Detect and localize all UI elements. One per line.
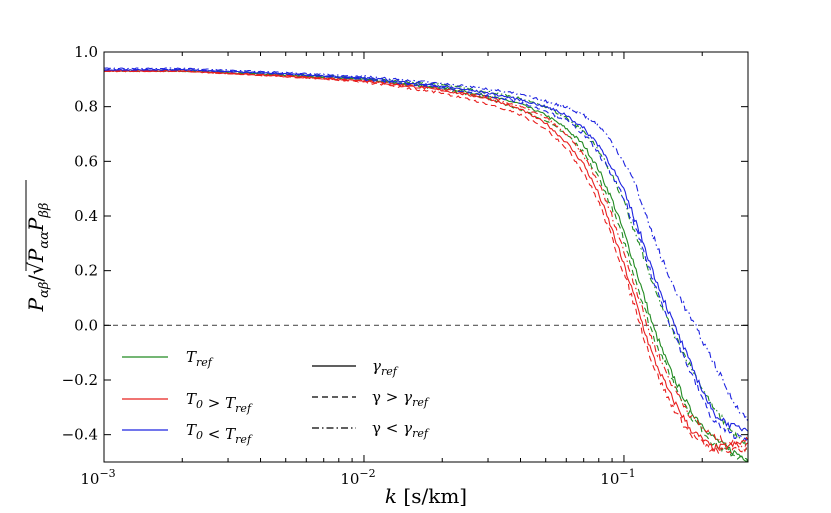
legend: Tref T0 > Tref T0 < Tref γref γ > γref γ < γr… (122, 348, 430, 446)
legend-color-label: Tref (186, 348, 214, 369)
y-tick-label: 1.0 (74, 43, 98, 61)
x-axis-label: k [s/km] (385, 484, 467, 508)
x-tick-label: 10−1 (600, 467, 635, 488)
y-tick-label: 0.8 (74, 98, 98, 116)
x-tick-label: 10−2 (340, 467, 375, 488)
y-tick-label: 0.6 (74, 152, 98, 170)
legend-color-label: T0 > Tref (186, 390, 253, 415)
plot-area (104, 52, 748, 462)
y-tick-label: 0.0 (74, 316, 98, 334)
series-line (104, 68, 748, 442)
series-line (104, 67, 748, 424)
legend-color-label: T0 < Tref (186, 421, 253, 446)
y-tick-label: 0.4 (74, 207, 98, 225)
legend-style-label: γ > γref (372, 388, 430, 409)
y-tick-label: −0.2 (62, 371, 98, 389)
y-axis-label: Pαβ/√PααPββ (24, 180, 52, 312)
x-axis: 10−3 10−2 10−1 (80, 52, 749, 488)
series-line (104, 70, 748, 448)
y-tick-label: 0.2 (74, 262, 98, 280)
x-tick-label: 10−3 (80, 467, 115, 488)
series-line (104, 69, 748, 456)
legend-style-label: γ < γref (372, 419, 430, 440)
svg-text:Pαβ/√PααPββ: Pαβ/√PααPββ (24, 203, 52, 313)
plot-frame (103, 51, 749, 463)
y-axis: 1.0 0.8 0.6 0.4 0.2 0.0 −0.2 −0.4 (62, 43, 748, 444)
series-layer (104, 67, 748, 462)
y-tick-label: −0.4 (62, 426, 98, 444)
legend-style-label: γref (372, 357, 399, 378)
